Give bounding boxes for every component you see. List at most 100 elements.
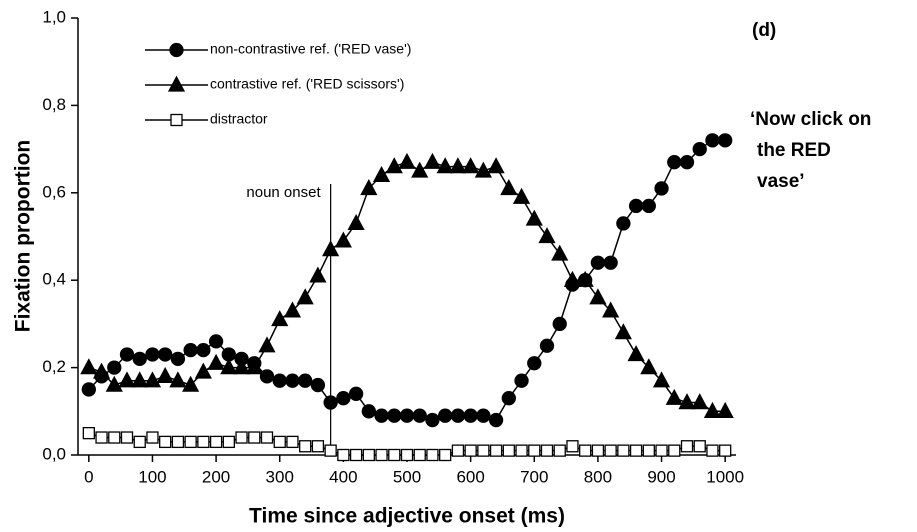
point: [501, 391, 516, 406]
point: [566, 440, 579, 453]
point: [299, 440, 312, 453]
point: [602, 301, 620, 318]
point: [718, 133, 733, 148]
point: [143, 371, 162, 388]
series-line: [88, 161, 726, 413]
point: [120, 431, 134, 444]
point: [680, 440, 694, 453]
point: [298, 373, 313, 388]
legend-label: distractor: [210, 111, 268, 127]
point: [145, 347, 160, 362]
point: [133, 435, 146, 449]
point: [538, 227, 556, 244]
point: [579, 444, 592, 457]
point: [652, 371, 671, 388]
point: [705, 133, 720, 148]
point: [487, 157, 505, 174]
point: [551, 244, 569, 261]
point: [411, 161, 429, 178]
point: [311, 440, 325, 453]
point: [118, 371, 136, 388]
point: [706, 444, 719, 457]
legend-label: non-contrastive ref. ('RED vase'): [210, 41, 411, 57]
point: [617, 444, 630, 457]
point: [158, 347, 173, 362]
point: [449, 157, 467, 174]
point: [703, 401, 722, 418]
point: [169, 371, 187, 388]
x-tick-label: 200: [202, 467, 230, 486]
point: [271, 310, 289, 327]
point: [528, 444, 541, 457]
point: [603, 255, 618, 270]
point: [146, 431, 159, 444]
x-tick-label: 700: [520, 467, 548, 486]
onset-label: noun onset: [246, 184, 321, 201]
point: [273, 435, 286, 449]
point: [209, 435, 223, 449]
point: [539, 338, 555, 353]
point: [375, 448, 388, 462]
point: [337, 448, 350, 462]
point: [640, 358, 658, 375]
point: [107, 360, 122, 375]
point: [553, 444, 566, 457]
legend-marker: [170, 113, 183, 127]
y-axis-title: Fixation proportion: [12, 140, 35, 332]
point: [324, 444, 337, 457]
point: [197, 435, 210, 449]
point: [667, 155, 682, 170]
point: [105, 375, 123, 392]
side-text: the RED: [757, 140, 831, 161]
point: [464, 444, 477, 457]
point: [108, 431, 121, 444]
point: [336, 391, 351, 406]
point: [156, 366, 174, 383]
point: [425, 412, 440, 428]
point: [614, 323, 632, 340]
point: [423, 152, 442, 169]
point: [310, 377, 326, 393]
point: [360, 179, 378, 196]
x-tick-label: 800: [584, 467, 612, 486]
point: [512, 187, 531, 204]
point: [362, 448, 375, 462]
point: [207, 353, 225, 370]
point: [502, 444, 515, 457]
point: [170, 351, 186, 367]
point: [285, 373, 300, 388]
point: [309, 266, 327, 283]
point: [451, 444, 465, 457]
point: [641, 198, 656, 214]
point: [171, 435, 185, 449]
point: [81, 382, 96, 397]
y-tick-label: 0,4: [42, 270, 66, 289]
point: [259, 369, 275, 384]
point: [82, 426, 95, 440]
point: [296, 288, 314, 305]
point: [119, 347, 135, 362]
point: [627, 345, 645, 362]
point: [159, 435, 172, 449]
point: [590, 255, 606, 270]
point: [477, 444, 490, 457]
point: [132, 351, 147, 367]
series-line: [88, 139, 726, 421]
point: [260, 431, 274, 444]
point: [245, 358, 263, 375]
point: [668, 444, 681, 457]
point: [654, 181, 669, 196]
point: [92, 362, 111, 379]
x-tick-label: 600: [456, 467, 484, 486]
point: [474, 161, 492, 178]
point: [679, 155, 695, 170]
point: [719, 444, 732, 457]
point: [398, 152, 416, 169]
point: [95, 431, 108, 444]
point: [248, 431, 261, 444]
point: [399, 408, 415, 423]
y-tick-label: 0,6: [42, 182, 66, 201]
point: [184, 435, 197, 449]
point: [222, 435, 235, 449]
point: [616, 216, 631, 231]
